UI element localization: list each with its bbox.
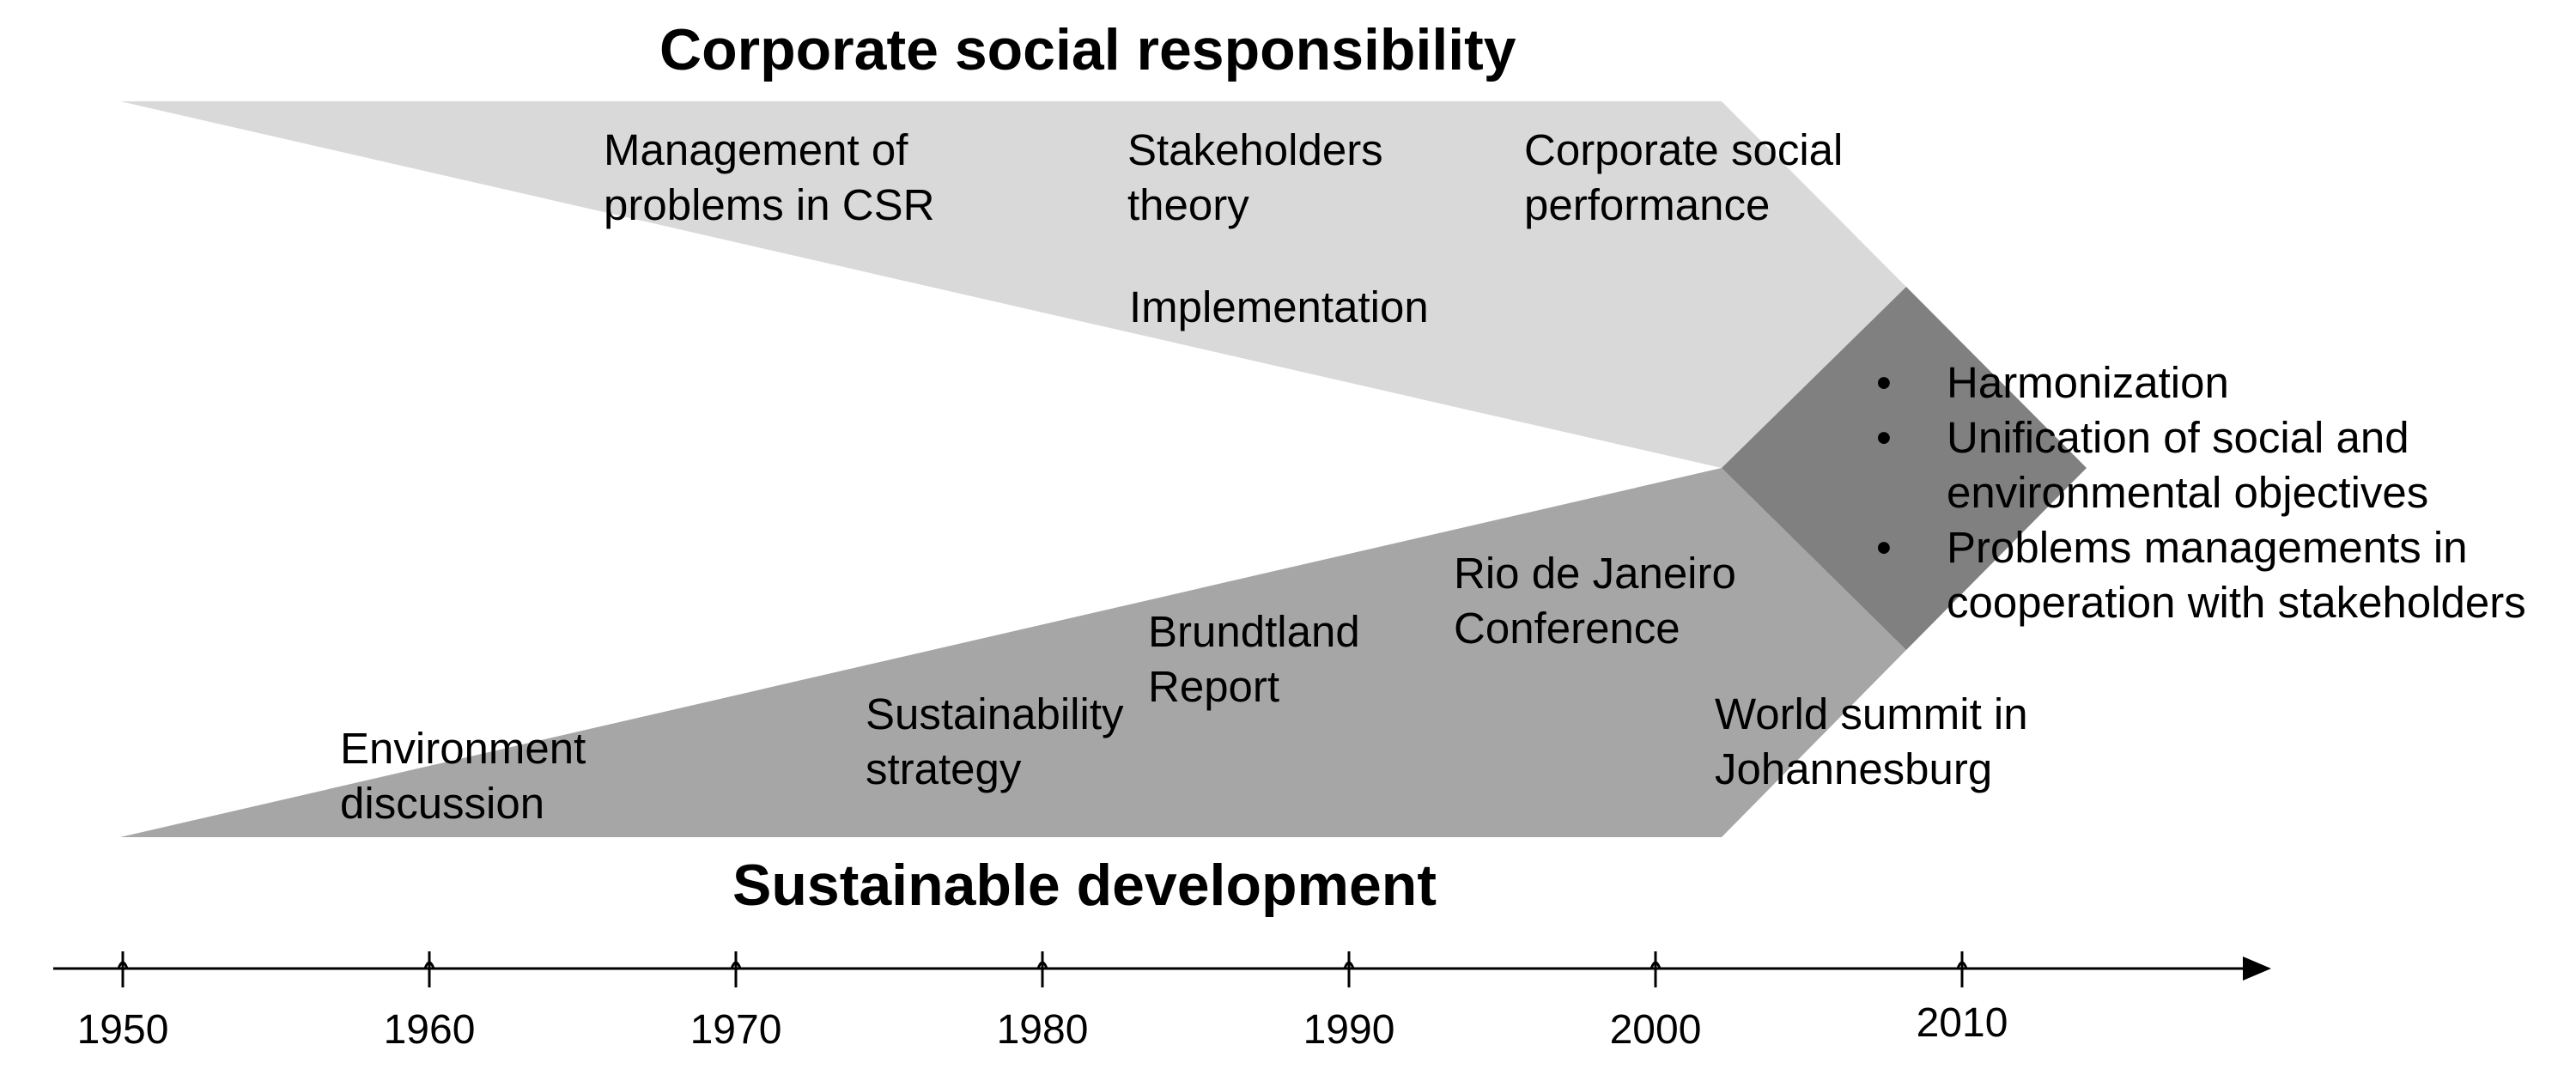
- top-title: Corporate social responsibility: [659, 17, 1516, 82]
- label-johannesburg-summit: World summit in Johannesburg: [1715, 687, 2028, 797]
- bullet-item: Harmonization: [1876, 355, 2526, 410]
- tick-label-2000: 2000: [1609, 1007, 1702, 1053]
- bullet-line: Unification of social and: [1947, 413, 2409, 462]
- label-line: Environment: [340, 724, 586, 773]
- bottom-title: Sustainable development: [732, 853, 1437, 918]
- tick-label-2010: 2010: [1916, 1000, 2008, 1046]
- label-brundtland-report: Brundtland Report: [1148, 604, 1360, 714]
- label-line: Stakeholders: [1127, 125, 1383, 174]
- csr-band: [120, 101, 1906, 468]
- label-line: Management of: [604, 125, 908, 174]
- tick-label-1960: 1960: [383, 1007, 476, 1053]
- sd-band: [120, 468, 1906, 837]
- label-line: strategy: [866, 744, 1022, 793]
- label-line: Johannesburg: [1715, 744, 1993, 793]
- tick-1960: [423, 951, 435, 987]
- bullet-line: environmental objectives: [1947, 468, 2429, 517]
- label-line: Rio de Janeiro: [1454, 549, 1736, 598]
- label-management-of-problems: Management of problems in CSR: [604, 123, 934, 233]
- label-line: Corporate social: [1524, 125, 1844, 174]
- tick-label-1980: 1980: [996, 1007, 1089, 1053]
- convergence-bullet-list: Harmonization Unification of social and …: [1876, 355, 2526, 630]
- timeline-ticks: [117, 951, 1968, 987]
- bullet-line: Problems managements in: [1947, 523, 2468, 572]
- tick-1990: [1343, 951, 1355, 987]
- tick-2010: [1956, 951, 1968, 987]
- label-corporate-social-performance: Corporate social performance: [1524, 123, 1843, 233]
- label-rio-conference: Rio de Janeiro Conference: [1454, 546, 1736, 656]
- label-line: Report: [1148, 662, 1280, 711]
- bullet-item: Problems managements in cooperation with…: [1876, 520, 2526, 630]
- tick-1970: [730, 951, 742, 987]
- tick-label-1950: 1950: [76, 1007, 169, 1053]
- label-line: Conference: [1454, 604, 1680, 653]
- bullet-line: cooperation with stakeholders: [1947, 578, 2526, 627]
- bullet-line: Harmonization: [1947, 358, 2229, 407]
- tick-2000: [1649, 951, 1662, 987]
- label-line: theory: [1127, 180, 1249, 229]
- tick-label-1970: 1970: [690, 1007, 782, 1053]
- tick-label-1990: 1990: [1303, 1007, 1395, 1053]
- timeline-arrowhead: [2243, 957, 2271, 981]
- label-stakeholders-theory: Stakeholders theory: [1127, 123, 1383, 233]
- tick-1950: [117, 951, 129, 987]
- label-environment-discussion: Environment discussion: [340, 721, 586, 831]
- tick-1980: [1036, 951, 1048, 987]
- bullet-item: Unification of social and environmental …: [1876, 410, 2526, 520]
- label-line: Sustainability: [866, 689, 1124, 738]
- label-sustainability-strategy: Sustainability strategy: [866, 687, 1124, 797]
- label-line: World summit in: [1715, 689, 2028, 738]
- label-line: Brundtland: [1148, 607, 1360, 656]
- label-implementation: Implementation: [1129, 282, 1429, 331]
- label-line: performance: [1524, 180, 1771, 229]
- label-line: problems in CSR: [604, 180, 935, 229]
- label-line: discussion: [340, 779, 545, 828]
